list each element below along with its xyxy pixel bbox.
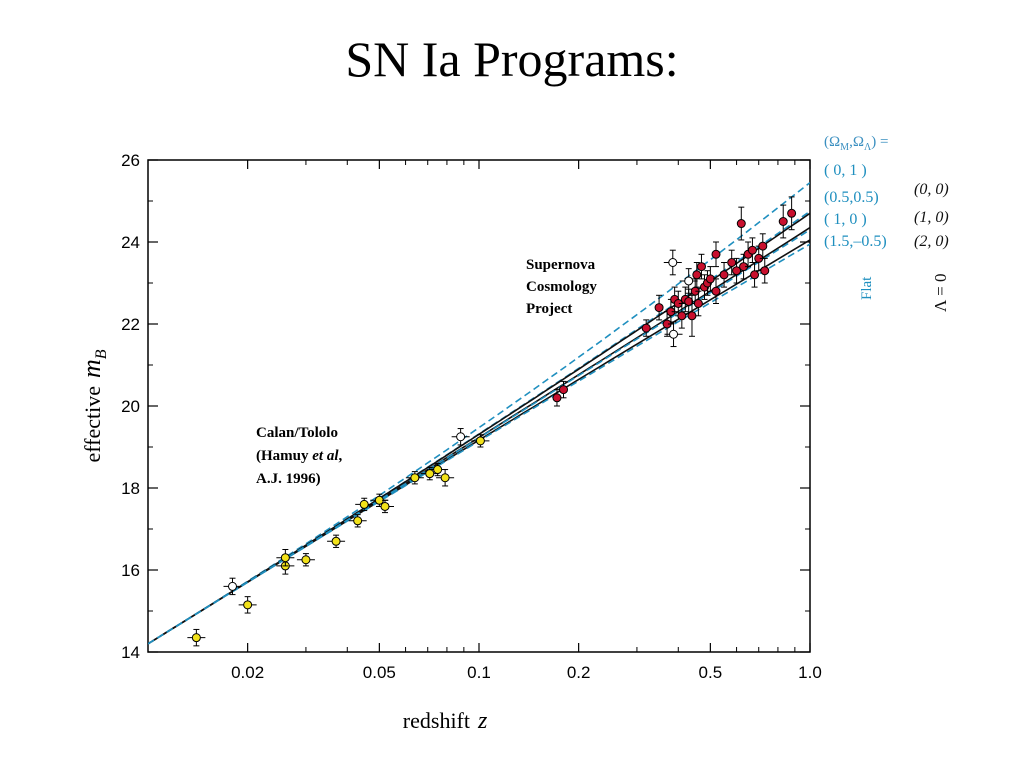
data-point — [558, 385, 568, 395]
data-point — [456, 432, 466, 442]
legend-flat-1: (0.5,0.5) — [824, 189, 879, 206]
data-point — [668, 258, 678, 267]
data-point — [433, 465, 443, 475]
data-point — [727, 258, 737, 267]
legend-flat-0: ( 0, 1 ) — [824, 162, 867, 179]
y-tick-label: 16 — [121, 561, 140, 580]
scp-label-line1: Supernova — [526, 257, 596, 273]
data-point — [696, 262, 706, 272]
data-point — [475, 436, 485, 446]
scp-annotation: Supernova Cosmology Project — [526, 257, 597, 317]
calan-label-line2: (Hamuy et al, — [256, 448, 343, 464]
y-axis-subscript: B — [93, 349, 110, 359]
y-tick-label: 26 — [121, 151, 140, 170]
data-point — [243, 600, 253, 610]
data-point — [684, 296, 694, 306]
data-point — [760, 266, 770, 276]
y-tick-label: 22 — [121, 315, 140, 334]
y-tick-label: 20 — [121, 397, 140, 416]
data-point — [677, 311, 687, 321]
data-point — [380, 501, 390, 511]
model-curves — [148, 181, 810, 645]
legend-lambda0-2: (2, 0) — [914, 233, 949, 250]
data-point — [687, 311, 697, 321]
data-point — [641, 323, 651, 333]
data-point — [331, 536, 341, 546]
calan-label-line3: A.J. 1996) — [256, 471, 321, 487]
data-point — [719, 270, 729, 280]
legend-flat-3: (1.5,–0.5) — [824, 233, 887, 250]
data-point — [359, 499, 369, 509]
data-point — [440, 473, 450, 483]
y-tick-label: 24 — [121, 233, 140, 252]
calan-annotation: Calan/Tololo (Hamuy et al, A.J. 1996) — [256, 425, 343, 487]
x-tick-label: 0.1 — [467, 663, 491, 682]
data-point — [736, 219, 746, 229]
data-point — [778, 217, 788, 226]
data-points — [187, 196, 797, 647]
legend-lambda0-label: Λ = 0 — [931, 274, 950, 312]
data-point — [750, 270, 760, 280]
data-point — [758, 241, 768, 251]
data-point — [669, 329, 679, 339]
plot-frame — [147, 159, 811, 653]
y-tick-label: 18 — [121, 479, 140, 498]
legend-flat-2: ( 1, 0 ) — [824, 211, 867, 228]
data-point — [684, 276, 694, 286]
data-point — [301, 555, 311, 565]
legend-lambda0-1: (1, 0) — [914, 209, 949, 226]
slide-title: SN Ia Programs: — [345, 31, 679, 87]
data-point — [711, 286, 721, 296]
model-legend: (ΩM,ΩΛ) = ( 0, 1 ) (0.5,0.5) ( 1, 0 ) (1… — [824, 134, 950, 312]
x-tick-label: 0.05 — [363, 663, 396, 682]
y-tick-label: 14 — [121, 643, 140, 662]
scp-label-line3: Project — [526, 301, 572, 317]
x-axis-label: redshift — [403, 708, 470, 733]
calan-label-line1: Calan/Tololo — [256, 425, 338, 441]
legend-lambda0-0: (0, 0) — [914, 181, 949, 198]
x-tick-label: 1.0 — [798, 663, 822, 682]
data-point — [732, 266, 742, 276]
axis-ticks: 0.02 0.05 0.1 0.2 0.5 1.0 14 16 18 20 22 24 26 — [121, 151, 822, 682]
data-point — [552, 393, 562, 403]
data-point — [693, 299, 703, 308]
data-point — [787, 208, 797, 218]
y-axis-label: effective mB — [77, 349, 110, 462]
y-axis-label-text: effective — [80, 386, 105, 463]
legend-header: (ΩM,ΩΛ) = — [824, 134, 888, 153]
data-point — [191, 633, 201, 643]
scp-label-line2: Cosmology — [526, 279, 597, 295]
model-curve — [148, 181, 810, 645]
data-point — [654, 303, 664, 313]
data-point — [410, 473, 420, 483]
data-point — [425, 469, 435, 479]
data-point — [353, 516, 363, 526]
data-point — [692, 270, 702, 280]
legend-flat-label: Flat — [859, 276, 875, 300]
data-point — [280, 553, 290, 563]
data-point — [747, 245, 757, 255]
y-axis-variable: m — [77, 359, 106, 378]
data-point — [711, 249, 721, 259]
x-tick-label: 0.2 — [567, 663, 591, 682]
data-point — [227, 581, 237, 591]
svg-text:effectivemB: effective mB — [77, 349, 110, 462]
x-tick-label: 0.5 — [699, 663, 723, 682]
x-axis-variable: z — [477, 708, 488, 734]
x-tick-label: 0.02 — [231, 663, 264, 682]
